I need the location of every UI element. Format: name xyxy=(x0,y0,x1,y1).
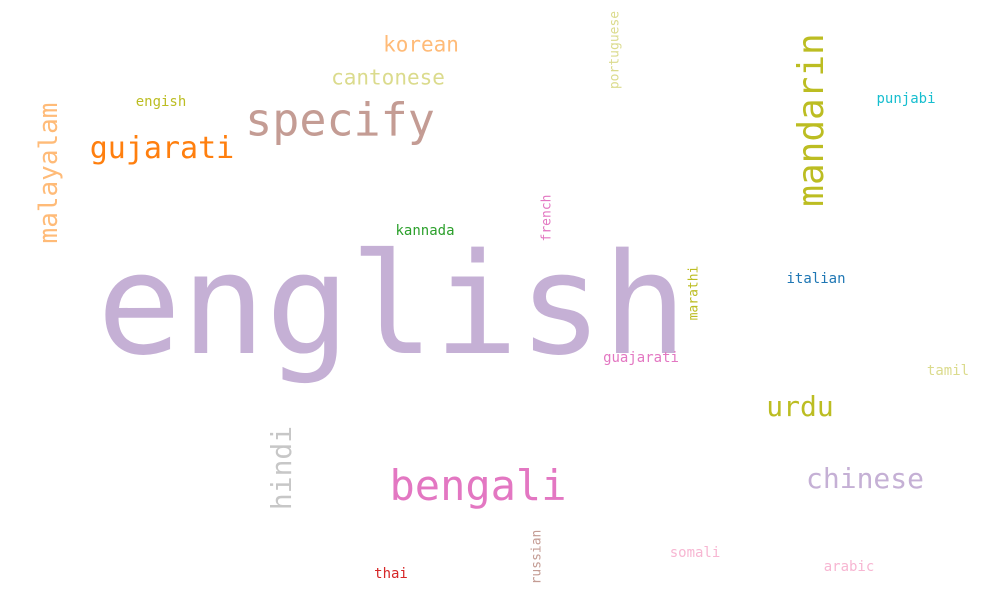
word-malayalam: malayalam xyxy=(34,102,64,244)
word-hindi: hindi xyxy=(265,425,298,511)
word-korean: korean xyxy=(383,32,459,57)
word-russian: russian xyxy=(529,529,545,585)
word-tamil: tamil xyxy=(926,363,970,379)
word-engish: engish xyxy=(135,94,187,110)
word-cantonese: cantonese xyxy=(331,65,445,90)
word-thai: thai xyxy=(374,566,408,582)
word-urdu: urdu xyxy=(766,390,834,423)
word-somali: somali xyxy=(669,545,721,561)
word-portuguese: portuguese xyxy=(607,10,623,90)
word-english-large: english xyxy=(96,224,688,387)
word-mandarin: mandarin xyxy=(791,33,832,207)
word-marathi: marathi xyxy=(686,265,702,321)
word-specify: specify xyxy=(245,93,435,147)
word-guajarati: guajarati xyxy=(603,350,679,366)
word-kannada: kannada xyxy=(395,223,455,239)
word-italian: italian xyxy=(786,271,846,287)
word-arabic: arabic xyxy=(823,559,875,575)
word-french: french xyxy=(539,194,555,242)
word-chinese: chinese xyxy=(805,462,925,495)
word-gujarati: gujarati xyxy=(89,131,235,166)
word-bengali: bengali xyxy=(389,461,567,510)
word-punjabi: punjabi xyxy=(876,91,936,107)
